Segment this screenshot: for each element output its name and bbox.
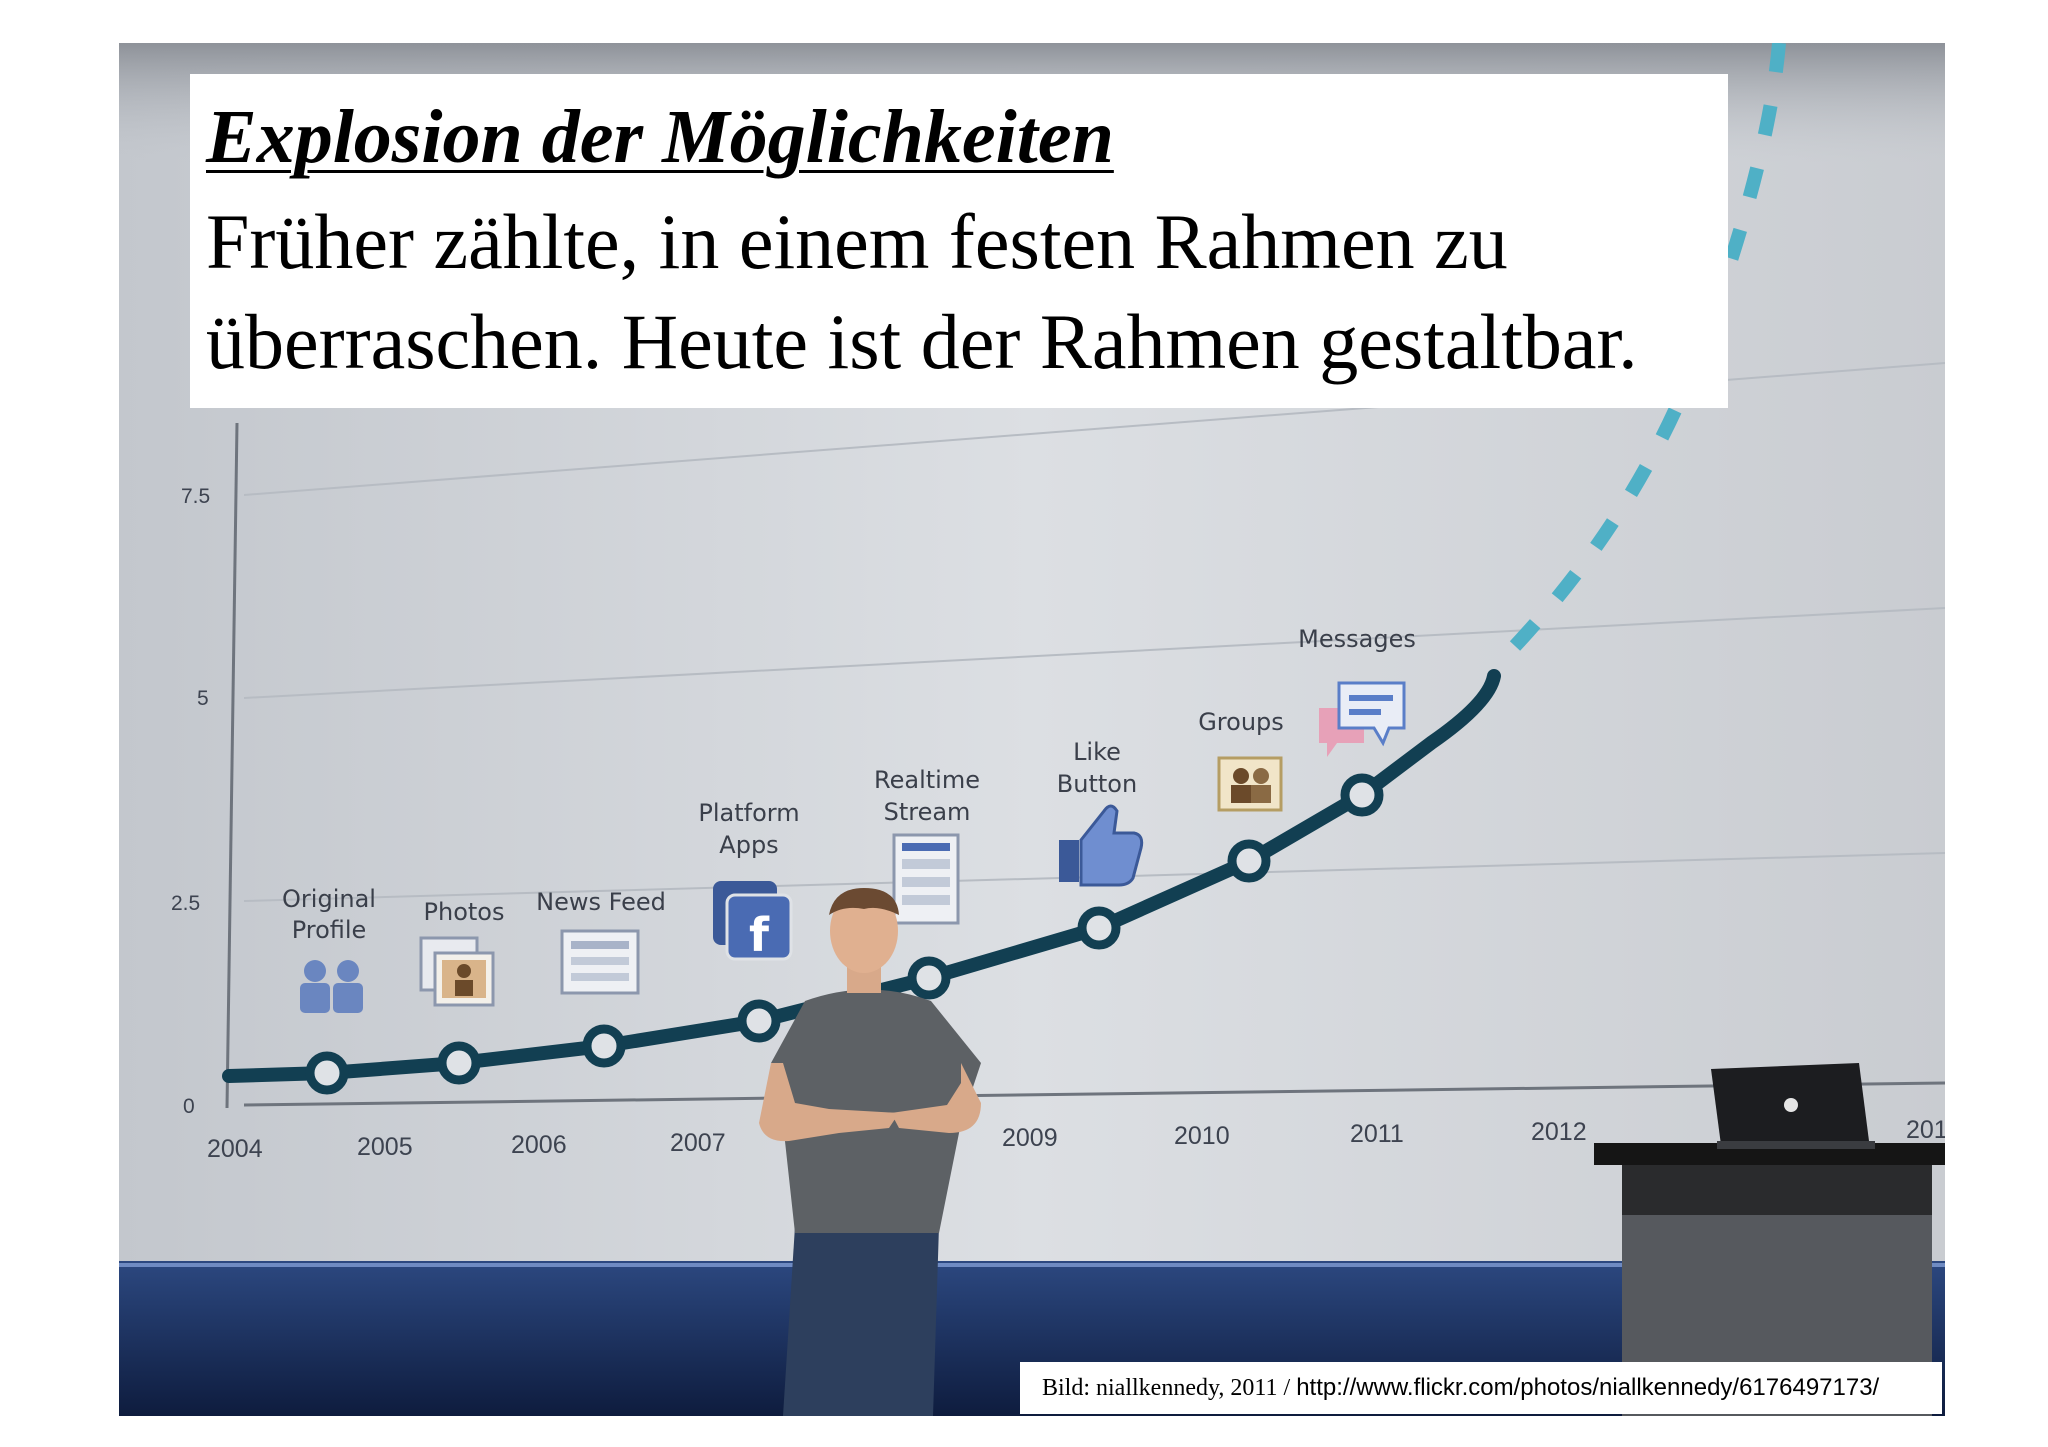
slide-title: Explosion der Möglichkeiten: [206, 95, 1114, 179]
y-tick-label: 2.5: [171, 892, 200, 915]
feature-label: Button: [1057, 770, 1137, 798]
feature-label: Photos: [424, 898, 505, 926]
x-tick-label: 2006: [511, 1131, 567, 1159]
image-credit: Bild: niallkennedy, 2011 / http://www.fl…: [1020, 1362, 1942, 1414]
x-tick-label: 2012: [1531, 1118, 1587, 1146]
x-tick-label: 2007: [670, 1129, 726, 1157]
stream-icon: [892, 833, 960, 925]
y-tick-label: 7.5: [181, 485, 210, 508]
curve-marker: [737, 999, 781, 1043]
x-tick-label: 2005: [357, 1133, 413, 1161]
curve-marker: [582, 1024, 626, 1068]
feature-label: Stream: [884, 798, 971, 826]
feature-label: Realtime: [874, 766, 980, 794]
credit-source: Bild: niallkennedy, 2011 /: [1042, 1375, 1297, 1401]
y-tick-label: 5: [197, 687, 209, 710]
x-tick-label: 201: [1906, 1116, 1945, 1144]
grid-line: [243, 607, 1945, 699]
groups-icon: [1217, 756, 1283, 812]
growth-curve: [222, 669, 1501, 1083]
photo-icon: [419, 936, 495, 1007]
credit-url: http://www.flickr.com/photos/niallkenned…: [1296, 1374, 1880, 1401]
curve-marker: [907, 956, 951, 1000]
apple-logo-icon: [1784, 1098, 1798, 1112]
x-tick-label: 2009: [1002, 1124, 1058, 1152]
slide-body-text: Früher zählte, in einem festen Rahmen zu…: [206, 198, 1638, 385]
people-icon: [300, 960, 363, 1013]
curve-marker: [437, 1041, 481, 1085]
facebook-icon: f: [713, 881, 793, 962]
feature-label: Original: [282, 885, 376, 913]
feature-label: Apps: [719, 831, 778, 859]
news-feed-icon: [560, 929, 640, 995]
feature-label: News Feed: [536, 888, 666, 916]
speaker-figure: [759, 888, 981, 1416]
laptop: [1711, 1063, 1875, 1149]
feature-label: Platform: [698, 799, 799, 827]
svg-text:f: f: [749, 908, 770, 962]
curve-marker: [1077, 906, 1121, 950]
feature-label: Like: [1073, 738, 1121, 766]
like-icon: [1059, 804, 1144, 887]
y-tick-label: 0: [183, 1095, 195, 1118]
messages-icon: [1319, 681, 1406, 757]
x-axis-line: [243, 1081, 1945, 1107]
curve-marker: [1340, 773, 1384, 817]
x-tick-label: 2004: [207, 1135, 263, 1163]
x-tick-label: 2010: [1174, 1122, 1230, 1150]
curve-markers: [305, 773, 1384, 1095]
feature-label: Groups: [1198, 708, 1284, 736]
title-box: Explosion der Möglichkeiten Früher zählt…: [190, 74, 1728, 408]
feature-label: Profile: [292, 916, 367, 944]
y-axis-line: [225, 422, 239, 1109]
x-tick-label: 2011: [1350, 1120, 1404, 1148]
feature-label: Messages: [1298, 625, 1416, 653]
curve-marker: [305, 1051, 349, 1095]
curve-marker: [1227, 839, 1271, 883]
